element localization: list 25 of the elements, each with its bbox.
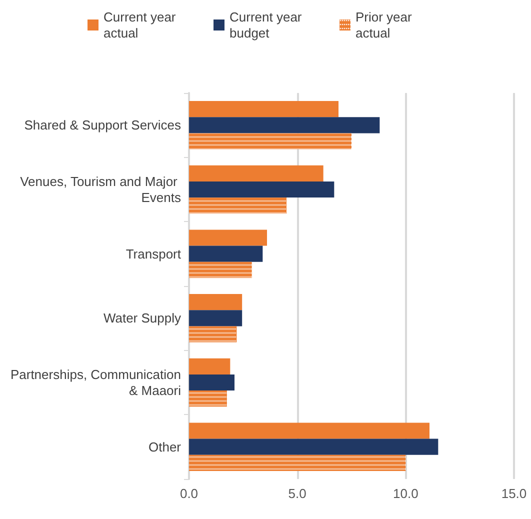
bar xyxy=(189,294,242,310)
y-tick-label: Transport xyxy=(126,246,182,262)
y-tick-label: Venues, Tourism and Major Events xyxy=(20,174,182,205)
bar xyxy=(189,117,380,134)
y-tick-label: Shared & Support Services xyxy=(24,118,182,133)
legend-label: Current year actual xyxy=(104,10,180,40)
bar xyxy=(189,181,334,198)
legend-label: Current year budget xyxy=(230,10,306,40)
bar xyxy=(189,230,267,246)
bar xyxy=(189,438,438,455)
y-tick-label: Other xyxy=(148,439,182,454)
bar xyxy=(189,246,263,262)
bar xyxy=(189,165,324,182)
y-tick-label: Water Supply xyxy=(103,310,182,326)
bar xyxy=(189,374,234,391)
bar xyxy=(189,358,230,374)
bar xyxy=(189,422,430,439)
x-tick-label: 5.0 xyxy=(288,486,306,501)
y-tick-label: Partnerships, Communication & Maaori xyxy=(10,367,182,398)
x-tick-label: 15.0 xyxy=(501,486,527,501)
bar xyxy=(189,310,242,326)
x-tick-label: 10.0 xyxy=(393,486,418,501)
x-tick-label: 0.0 xyxy=(180,486,198,501)
legend-label: Prior year actual xyxy=(356,10,416,40)
bar xyxy=(189,101,338,118)
